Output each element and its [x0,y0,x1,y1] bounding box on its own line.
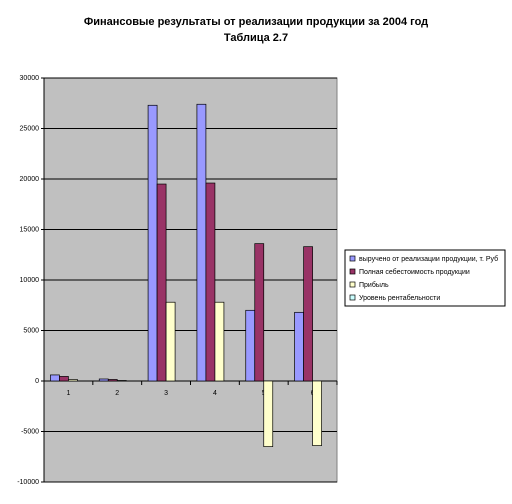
bar [312,380,322,446]
chart-subtitle: Таблица 2.7 [224,32,288,44]
legend-label: Полная себестоимость продукции [359,268,470,276]
bar [147,104,158,382]
bar [294,311,304,382]
bar [50,374,60,382]
bar [263,380,274,448]
legend-swatch [349,255,356,262]
bar [303,246,313,382]
bar [254,243,265,382]
y-tick-label: -5000 [21,428,39,435]
bar [68,379,78,382]
bar [214,301,225,382]
legend-label: Прибыль [359,281,389,289]
y-tick-label: 10000 [20,277,40,284]
bar [165,301,176,382]
y-tick-label: 5000 [23,327,39,334]
bar [98,378,109,382]
y-tick-label: 15000 [20,226,40,233]
legend [344,249,506,307]
bar [107,379,118,382]
bar [205,182,216,382]
y-tick-label: 25000 [20,125,40,132]
legend-swatch [349,294,356,301]
bar [59,376,69,382]
x-tick-label: 2 [115,390,119,397]
y-tick-label: 0 [35,378,39,385]
bar [156,183,167,382]
chart-title: Финансовые результаты от реализации прод… [84,16,428,28]
legend-label: Уровень рентабельности [359,294,440,302]
y-tick-label: 30000 [20,75,40,82]
x-tick-label: 4 [213,390,217,397]
legend-swatch [349,281,356,288]
legend-label: выручено от реализации продукции, т. Руб [359,255,498,263]
x-tick-label: 3 [164,390,168,397]
y-tick-label: 20000 [20,176,40,183]
legend-swatch [349,268,356,275]
y-tick-label: -10000 [17,479,39,486]
bar [245,309,256,382]
x-tick-label: 1 [66,390,70,397]
bar [196,103,207,382]
bar [116,380,127,382]
